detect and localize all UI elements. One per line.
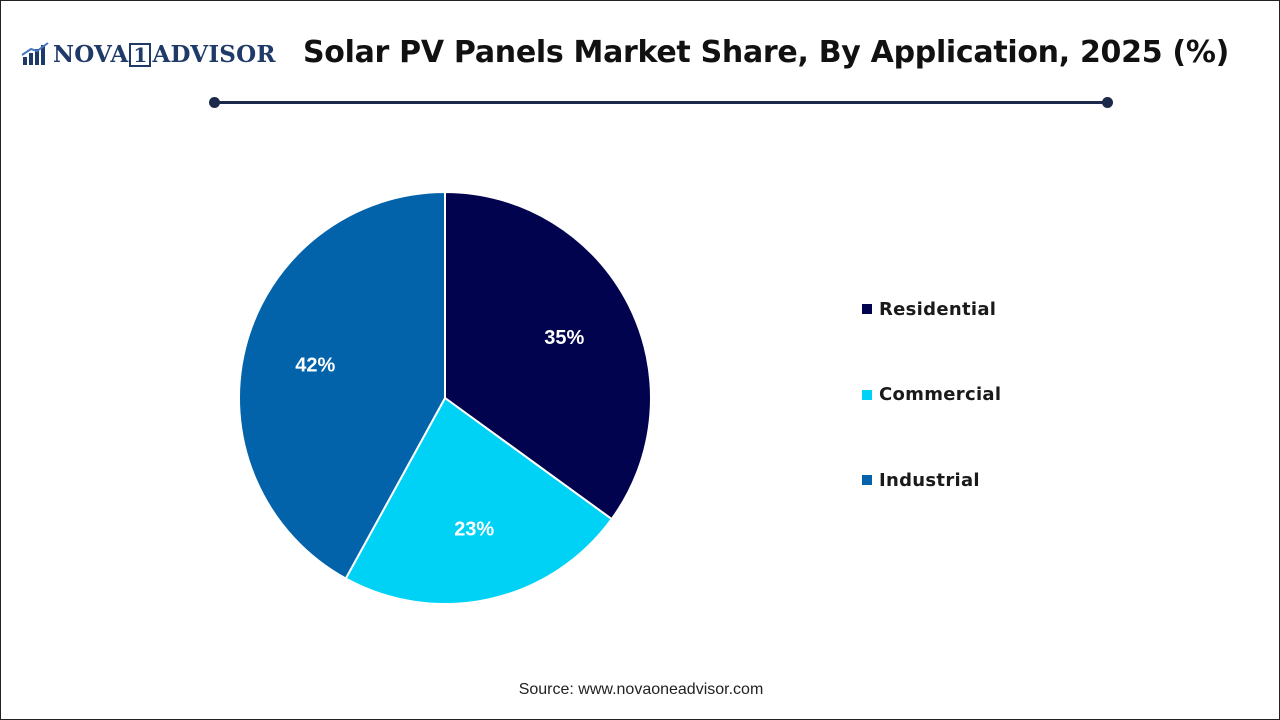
slice-label-industrial: 42% bbox=[295, 355, 335, 377]
legend-item-commercial: Commercial bbox=[862, 377, 1001, 413]
divider-right-dot bbox=[1102, 97, 1113, 108]
legend: Residential Commercial Industrial bbox=[862, 291, 1001, 548]
logo: NOVA 1 ADVISOR bbox=[21, 39, 276, 69]
bar-chart-logo-icon bbox=[21, 42, 49, 65]
title-divider bbox=[213, 101, 1109, 104]
slice-label-commercial: 23% bbox=[454, 519, 494, 541]
chart-title: Solar PV Panels Market Share, By Applica… bbox=[303, 35, 1229, 70]
legend-label-commercial: Commercial bbox=[879, 384, 1002, 405]
slice-label-residential: 35% bbox=[544, 327, 584, 349]
legend-label-industrial: Industrial bbox=[879, 469, 980, 491]
legend-item-residential: Residential bbox=[862, 291, 1001, 327]
legend-swatch-residential bbox=[862, 304, 872, 314]
logo-box-one: 1 bbox=[129, 42, 152, 67]
pie-slice-commercial bbox=[344, 396, 614, 605]
legend-swatch-industrial bbox=[862, 475, 872, 485]
legend-item-industrial: Industrial bbox=[862, 462, 1001, 498]
source-note: Source: www.novaoneadvisor.com bbox=[518, 681, 764, 698]
pie-slice-industrial bbox=[238, 190, 446, 580]
logo-text: NOVA 1 ADVISOR bbox=[53, 40, 276, 68]
divider-left-dot bbox=[209, 97, 220, 108]
legend-swatch-commercial bbox=[862, 389, 872, 400]
legend-label-residential: Residential bbox=[879, 298, 997, 320]
pie-slice-residential bbox=[444, 190, 652, 521]
